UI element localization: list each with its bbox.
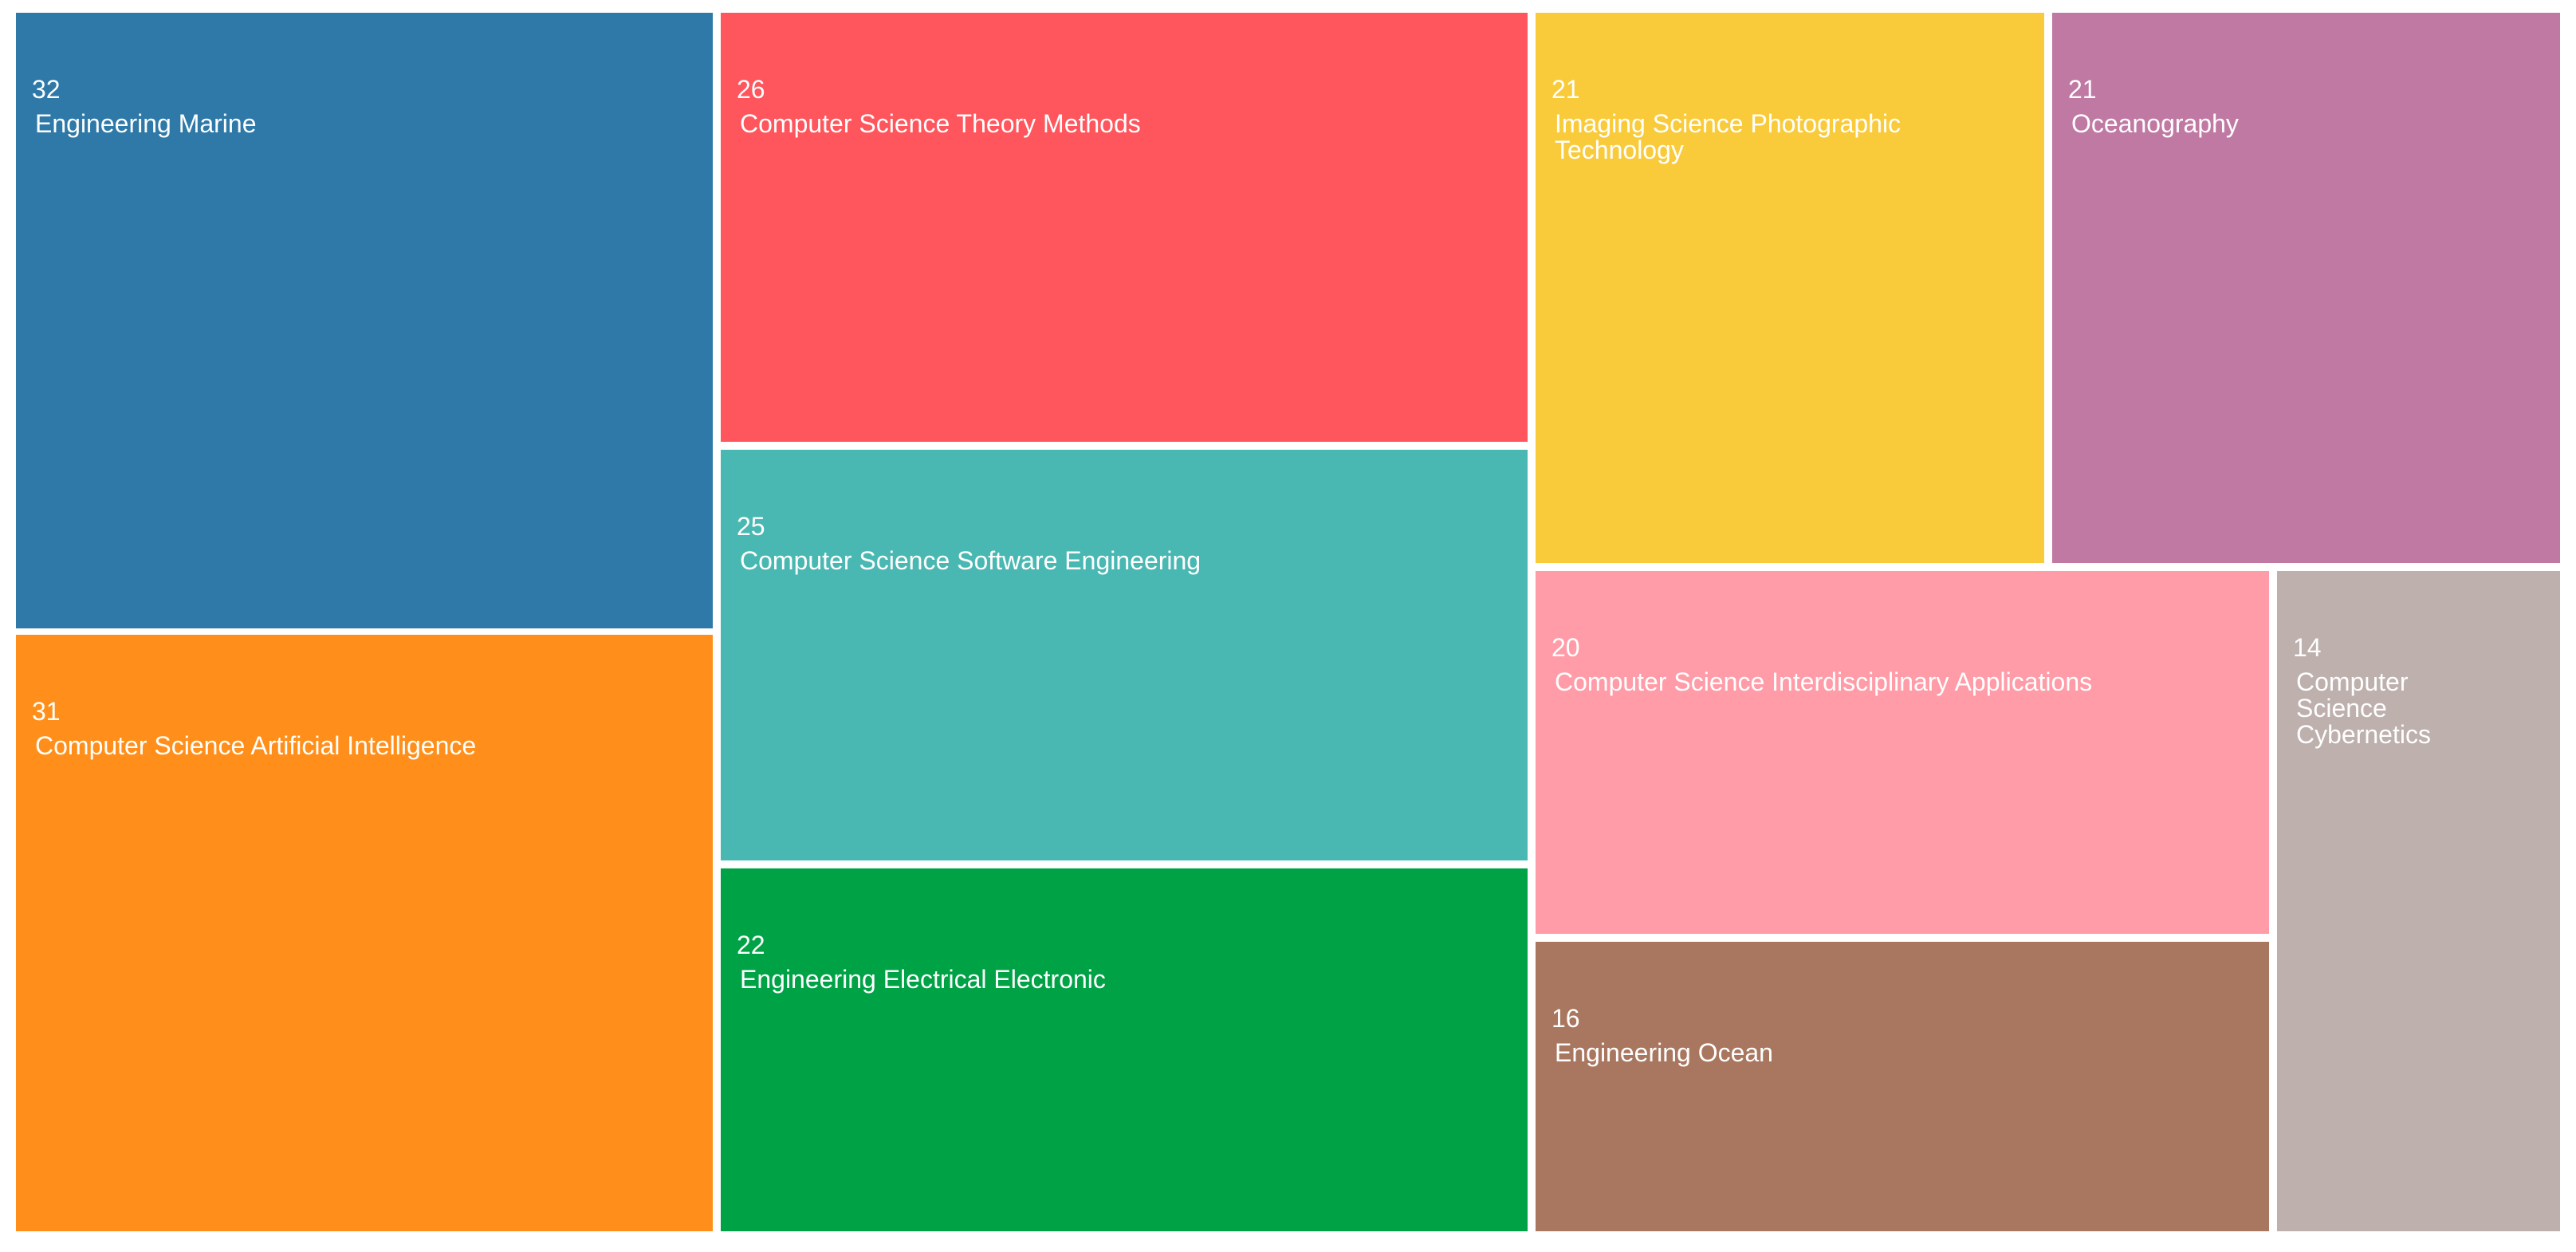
tile-value: 21 bbox=[1551, 75, 1580, 104]
tile-label: Computer Science Software Engineering bbox=[740, 546, 1201, 575]
tile-label: Engineering Marine bbox=[35, 109, 257, 138]
tile-label: Imaging Science Photographic Technology bbox=[1555, 109, 1902, 164]
tile-label: Engineering Ocean bbox=[1555, 1038, 1773, 1067]
treemap-tile-engineering-ocean: 16 Engineering Ocean bbox=[1536, 942, 2269, 1231]
treemap-tile-computer-science-theory-methods: 26 Computer Science Theory Methods bbox=[721, 13, 1528, 442]
treemap-tile-imaging-science-photographic-technology: 21 Imaging Science Photographic Technolog… bbox=[1536, 13, 2044, 563]
treemap-tile-computer-science-software-engineering: 25 Computer Science Software Engineering bbox=[721, 450, 1528, 860]
tile-value: 22 bbox=[737, 931, 765, 959]
tile-value: 26 bbox=[737, 75, 765, 104]
tile-label: Oceanography bbox=[2071, 109, 2239, 138]
treemap-tile-computer-science-interdisciplinary-applications: 20 Computer Science Interdisciplinary App… bbox=[1536, 571, 2269, 934]
tile-label: Computer Science Theory Methods bbox=[740, 109, 1141, 138]
tile-label: Computer Science Artificial Intelligence bbox=[35, 731, 477, 760]
treemap-tile-computer-science-cybernetics: 14 Computer Science Cybernetics bbox=[2277, 571, 2560, 1231]
tile-value: 32 bbox=[32, 75, 61, 104]
tile-value: 14 bbox=[2293, 633, 2322, 662]
tile-value: 31 bbox=[32, 697, 61, 726]
tile-value: 21 bbox=[2068, 75, 2097, 104]
treemap-tile-engineering-electrical-electronic: 22 Engineering Electrical Electronic bbox=[721, 868, 1528, 1231]
tile-label: Computer Science Cybernetics bbox=[2296, 667, 2431, 749]
tile-label: Computer Science Interdisciplinary Appli… bbox=[1555, 667, 2093, 696]
treemap-tile-computer-science-artificial-intelligence: 31 Computer Science Artificial Intelligen… bbox=[16, 635, 713, 1231]
tile-value: 20 bbox=[1551, 633, 1580, 662]
treemap-tile-oceanography: 21 Oceanography bbox=[2052, 13, 2560, 563]
tile-value: 25 bbox=[737, 512, 765, 541]
tile-value: 16 bbox=[1551, 1004, 1580, 1033]
tile-label: Engineering Electrical Electronic bbox=[740, 965, 1106, 994]
treemap-tile-engineering-marine: 32 Engineering Marine bbox=[16, 13, 713, 628]
